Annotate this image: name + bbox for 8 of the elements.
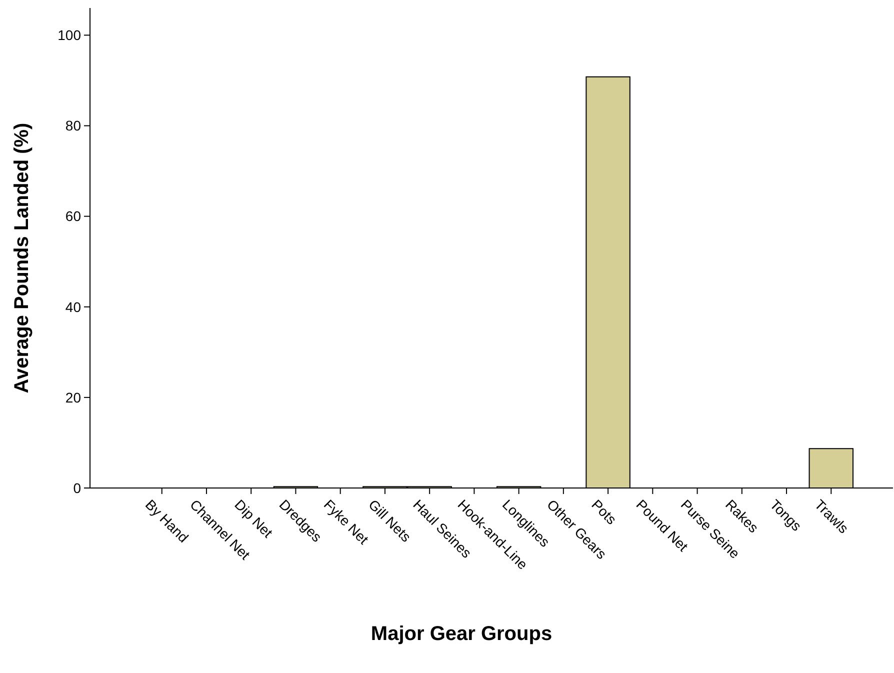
y-tick-label: 80 [65, 118, 82, 134]
x-axis-title: Major Gear Groups [370, 623, 552, 645]
y-tick-label: 40 [65, 298, 82, 315]
y-tick-label: 60 [65, 208, 82, 224]
y-tick-label: 0 [73, 480, 82, 496]
y-tick-label: 20 [65, 389, 82, 406]
y-axis-title: Average Pounds Landed (%) [11, 122, 33, 394]
y-tick-label: 100 [58, 27, 82, 44]
